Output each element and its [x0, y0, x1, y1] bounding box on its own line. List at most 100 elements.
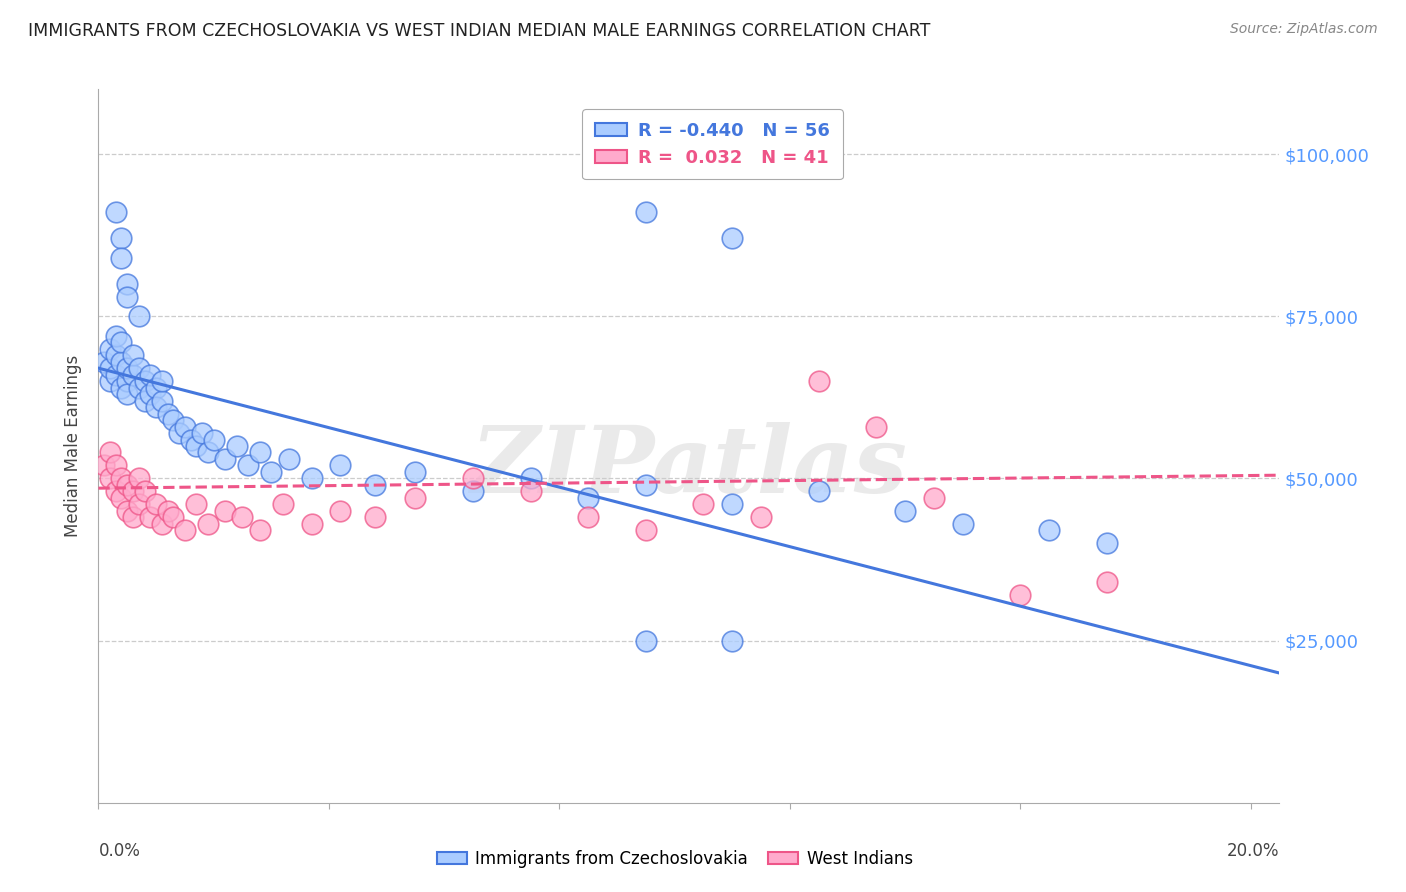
Point [301, 471, 323, 485]
Point [404, 465, 426, 479]
Point [271, 497, 294, 511]
Text: ZIPatlas: ZIPatlas [471, 423, 907, 512]
Point [110, 354, 132, 368]
Point [110, 381, 132, 395]
Point [225, 439, 247, 453]
Point [364, 510, 387, 524]
Point [865, 419, 887, 434]
Point [104, 205, 127, 219]
Point [128, 381, 150, 395]
Point [634, 478, 657, 492]
Point [93, 458, 115, 473]
Point [191, 425, 214, 440]
Point [186, 439, 208, 453]
Point [260, 465, 283, 479]
Point [139, 387, 162, 401]
Point [952, 516, 974, 531]
Y-axis label: Median Male Earnings: Median Male Earnings [65, 355, 83, 537]
Point [110, 471, 132, 485]
Point [98, 361, 121, 376]
Point [894, 504, 917, 518]
Point [122, 484, 145, 499]
Point [104, 458, 127, 473]
Point [134, 484, 156, 499]
Point [150, 516, 173, 531]
Point [110, 251, 132, 265]
Point [98, 374, 121, 388]
Point [128, 310, 150, 324]
Point [98, 471, 121, 485]
Point [1038, 524, 1060, 538]
Point [104, 348, 127, 362]
Point [197, 516, 219, 531]
Point [162, 413, 184, 427]
Point [634, 524, 657, 538]
Point [115, 387, 138, 401]
Point [110, 335, 132, 350]
Point [173, 419, 195, 434]
Text: 0.0%: 0.0% [98, 842, 141, 860]
Point [197, 445, 219, 459]
Point [186, 497, 208, 511]
Point [104, 484, 127, 499]
Point [277, 452, 299, 467]
Point [98, 445, 121, 459]
Point [128, 497, 150, 511]
Text: 20.0%: 20.0% [1227, 842, 1279, 860]
Point [238, 458, 260, 473]
Point [214, 504, 236, 518]
Point [634, 633, 657, 648]
Point [128, 361, 150, 376]
Point [156, 407, 179, 421]
Point [156, 504, 179, 518]
Legend: Immigrants from Czechoslovakia, West Indians: Immigrants from Czechoslovakia, West Ind… [430, 844, 920, 875]
Point [329, 458, 352, 473]
Point [104, 328, 127, 343]
Point [115, 478, 138, 492]
Point [807, 374, 830, 388]
Point [122, 348, 145, 362]
Point [214, 452, 236, 467]
Point [145, 497, 167, 511]
Point [461, 484, 484, 499]
Point [721, 231, 744, 245]
Point [139, 368, 162, 382]
Point [576, 491, 599, 505]
Point [173, 524, 195, 538]
Point [110, 491, 132, 505]
Point [110, 231, 132, 245]
Point [634, 205, 657, 219]
Point [115, 277, 138, 291]
Point [145, 381, 167, 395]
Point [115, 374, 138, 388]
Text: IMMIGRANTS FROM CZECHOSLOVAKIA VS WEST INDIAN MEDIAN MALE EARNINGS CORRELATION C: IMMIGRANTS FROM CZECHOSLOVAKIA VS WEST I… [28, 22, 931, 40]
Point [519, 471, 541, 485]
Text: Source: ZipAtlas.com: Source: ZipAtlas.com [1230, 22, 1378, 37]
Point [180, 433, 202, 447]
Point [692, 497, 714, 511]
Point [231, 510, 253, 524]
Point [807, 484, 830, 499]
Point [150, 374, 173, 388]
Point [519, 484, 541, 499]
Point [749, 510, 772, 524]
Point [122, 510, 145, 524]
Point [104, 368, 127, 382]
Point [301, 516, 323, 531]
Point [721, 497, 744, 511]
Legend: R = -0.440   N = 56, R =  0.032   N = 41: R = -0.440 N = 56, R = 0.032 N = 41 [582, 109, 842, 179]
Point [1095, 536, 1118, 550]
Point [329, 504, 352, 518]
Point [128, 471, 150, 485]
Point [150, 393, 173, 408]
Point [576, 510, 599, 524]
Point [98, 342, 121, 356]
Point [162, 510, 184, 524]
Point [922, 491, 945, 505]
Point [115, 504, 138, 518]
Point [167, 425, 190, 440]
Point [461, 471, 484, 485]
Point [139, 510, 162, 524]
Point [404, 491, 426, 505]
Point [202, 433, 225, 447]
